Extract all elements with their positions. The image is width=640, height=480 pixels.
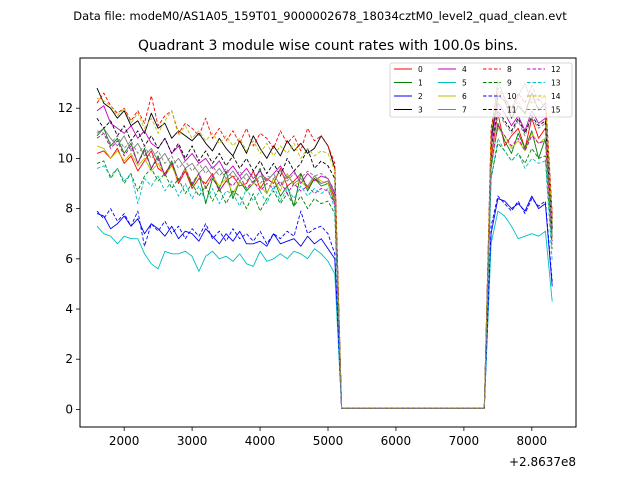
- x-tick-label: 2000: [109, 434, 140, 448]
- series-line-3: [96, 87, 553, 409]
- x-axis-offset-label: +2.8637e8: [509, 455, 576, 469]
- legend-label-11: 11: [507, 106, 517, 115]
- legend-label-1: 1: [418, 79, 423, 88]
- legend-label-13: 13: [551, 79, 561, 88]
- series-line-12: [96, 125, 553, 409]
- y-tick-label: 6: [65, 252, 73, 266]
- y-tick-label: 4: [65, 302, 73, 316]
- x-tick-label: 5000: [313, 434, 344, 448]
- series-line-9: [96, 142, 553, 409]
- y-tick-label: 12: [58, 101, 73, 115]
- y-tick-label: 8: [65, 202, 73, 216]
- series-line-15: [96, 112, 553, 409]
- plot-lines: [96, 80, 553, 409]
- x-tick-label: 4000: [245, 434, 276, 448]
- legend-label-15: 15: [551, 106, 561, 115]
- series-line-0: [96, 112, 553, 409]
- legend-label-14: 14: [551, 92, 561, 101]
- legend-label-0: 0: [418, 65, 423, 74]
- legend-label-5: 5: [462, 79, 467, 88]
- x-tick-label: 6000: [381, 434, 412, 448]
- y-tick-label: 0: [65, 402, 73, 416]
- series-line-8: [96, 85, 553, 409]
- legend-label-8: 8: [507, 65, 512, 74]
- x-axis: 2000 3000 4000 5000 6000 7000 8000: [109, 427, 547, 448]
- x-tick-label: 7000: [449, 434, 480, 448]
- series-line-2: [96, 195, 553, 409]
- y-tick-label: 10: [58, 151, 73, 165]
- y-axis: 0 2 4 6 8 10 12: [58, 101, 80, 416]
- chart-suptitle: Data file: modeM0/AS1A05_159T01_90000026…: [73, 9, 567, 23]
- series-line-4: [96, 102, 553, 409]
- legend-label-3: 3: [418, 106, 423, 115]
- x-tick-label: 3000: [177, 434, 208, 448]
- chart-title: Quadrant 3 module wise count rates with …: [138, 38, 518, 54]
- legend-label-10: 10: [507, 92, 517, 101]
- series-line-13: [96, 137, 553, 409]
- series-line-10: [96, 195, 553, 409]
- legend-label-12: 12: [551, 65, 561, 74]
- series-line-1: [96, 122, 553, 409]
- series-line-5: [96, 210, 553, 409]
- x-tick-label: 8000: [517, 434, 548, 448]
- y-tick-label: 2: [65, 352, 73, 366]
- legend-label-2: 2: [418, 92, 423, 101]
- legend-label-4: 4: [462, 65, 467, 74]
- legend-frame: [389, 62, 573, 118]
- legend-label-9: 9: [507, 79, 512, 88]
- series-line-6: [96, 127, 553, 409]
- legend-label-7: 7: [462, 106, 467, 115]
- legend-label-6: 6: [462, 92, 467, 101]
- series-line-11: [96, 110, 553, 409]
